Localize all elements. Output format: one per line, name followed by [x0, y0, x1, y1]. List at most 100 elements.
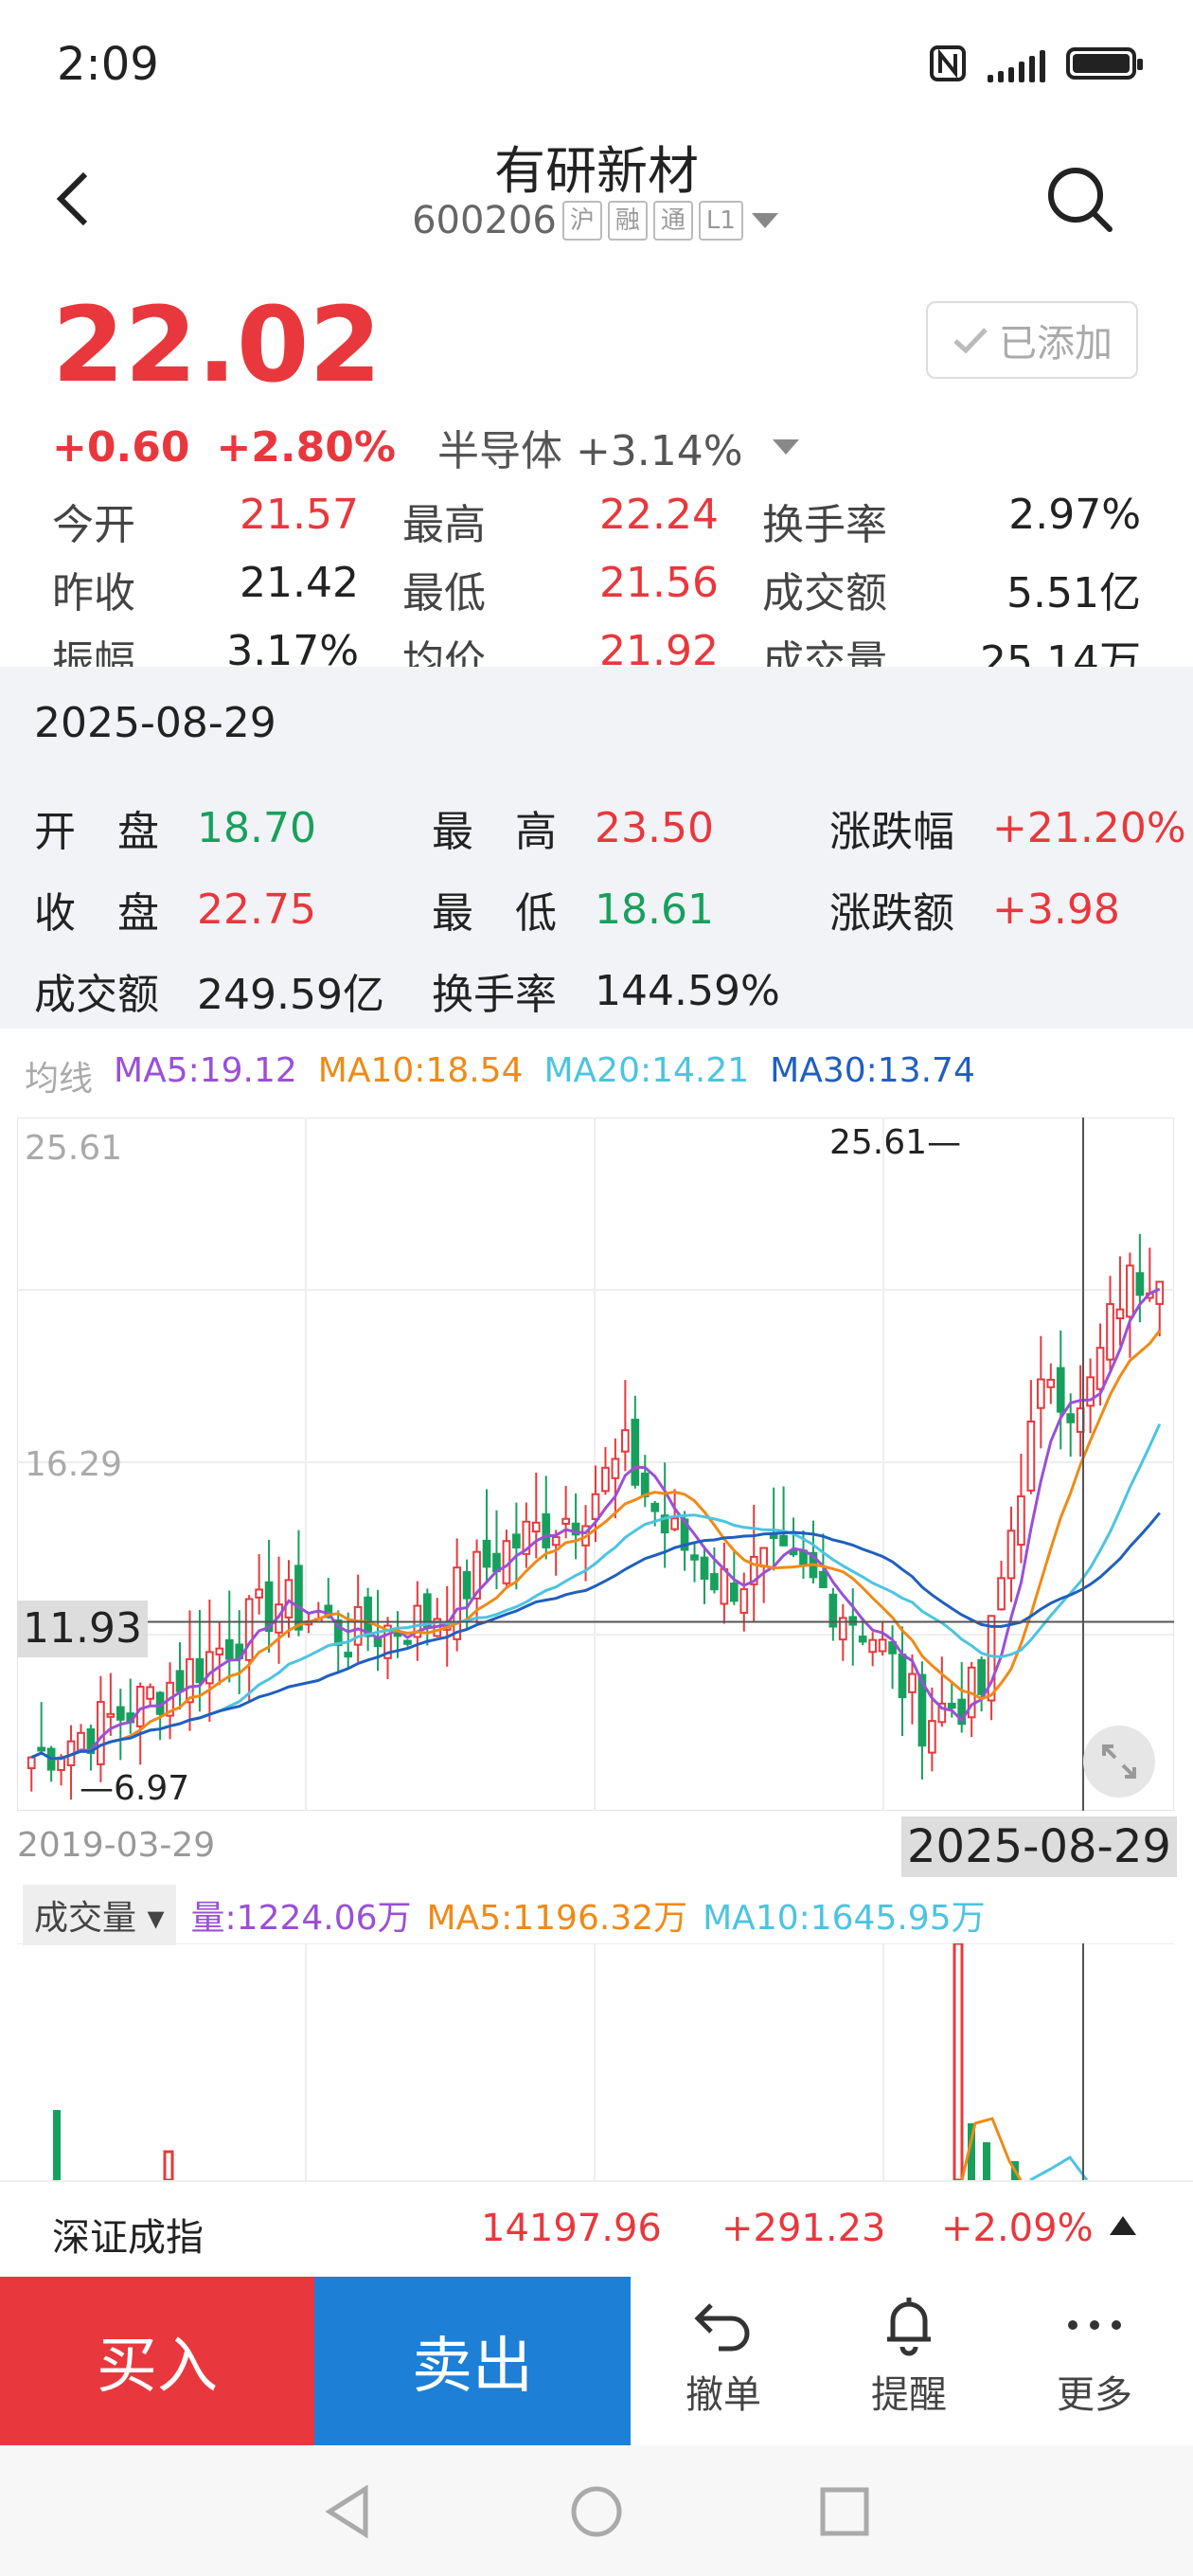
- index-ticker-bar[interactable]: [0, 2180, 1193, 2277]
- detail-turnover-value: 249.59亿: [197, 971, 384, 1019]
- cancel-order-button[interactable]: 撤单: [638, 2292, 809, 2434]
- dropdown-icon: [751, 213, 778, 228]
- stat-cell: 成交额 5.51亿: [762, 559, 1141, 619]
- battery-icon: [1066, 47, 1143, 80]
- candle-body: [255, 1588, 263, 1599]
- candle-body: [551, 1536, 561, 1547]
- nav-home-icon[interactable]: [568, 2483, 625, 2540]
- ma5-label: MA5:19.12: [114, 1051, 297, 1090]
- undo-icon: [694, 2303, 750, 2352]
- ma10-label: MA10:18.54: [317, 1051, 524, 1090]
- volume-value: 量:1224.06万: [190, 1899, 412, 1938]
- stat-row: 昨收 21.42 最低 21.56 成交额 5.51亿: [52, 555, 1141, 623]
- sector-change[interactable]: 半导体 +3.14%: [436, 427, 743, 475]
- index-price: 14197.96: [481, 2207, 662, 2250]
- volume-chart[interactable]: [17, 1943, 1174, 2180]
- high-marker-label: 25.61—: [829, 1123, 962, 1162]
- cancel-order-label: 撤单: [686, 2373, 761, 2417]
- candle-body: [1056, 1367, 1065, 1413]
- ma30-label: MA30:13.74: [770, 1051, 975, 1090]
- sector-dropdown-icon[interactable]: [770, 436, 802, 458]
- candle-body: [403, 1639, 412, 1645]
- expand-chart-button[interactable]: [1083, 1726, 1155, 1798]
- candle-body: [135, 1686, 145, 1727]
- stat-cell: 今开 21.57: [52, 491, 402, 551]
- alert-button[interactable]: 提醒: [824, 2292, 994, 2434]
- volume-bar: [983, 2142, 990, 2180]
- detail-rate-label: 换手率: [432, 971, 557, 1019]
- ma30-line: [30, 1512, 1161, 1761]
- price-change: +0.60: [52, 422, 190, 472]
- stat-value: 21.42: [240, 559, 359, 607]
- tag-sh: 沪: [561, 201, 602, 241]
- search-button[interactable]: [1042, 161, 1117, 237]
- detail-close-label: 收 盘: [34, 889, 159, 938]
- more-button[interactable]: 更多: [1009, 2292, 1180, 2434]
- stat-value: 21.56: [599, 559, 719, 607]
- candle-body: [690, 1554, 699, 1561]
- nav-recents-icon[interactable]: [818, 2485, 871, 2538]
- candle-body: [1095, 1347, 1105, 1390]
- sell-button[interactable]: 卖出: [314, 2277, 631, 2445]
- candle-body: [1026, 1420, 1036, 1492]
- back-button[interactable]: [47, 161, 104, 237]
- expand-up-icon[interactable]: [1110, 2216, 1136, 2235]
- volume-ma5: MA5:1196.32万: [426, 1899, 688, 1938]
- volume-bar: [968, 2123, 975, 2180]
- candle-body: [344, 1652, 353, 1658]
- alert-label: 提醒: [871, 2373, 947, 2417]
- candle-body: [37, 1746, 46, 1752]
- candle-body: [522, 1520, 531, 1555]
- candle-body: [531, 1521, 541, 1533]
- stock-name: 有研新材: [494, 141, 699, 201]
- detail-high-label: 最 高: [432, 808, 557, 856]
- status-icons: [929, 40, 1143, 87]
- stat-label: 昨收: [52, 569, 135, 617]
- candle-body: [146, 1686, 154, 1700]
- candle-body: [195, 1657, 205, 1684]
- stat-cell: 最高 22.24: [402, 491, 762, 551]
- candle-body: [878, 1638, 887, 1653]
- kline-chart[interactable]: [17, 1118, 1174, 1811]
- detail-close-value: 22.75: [197, 885, 316, 934]
- current-price: 22.02: [52, 284, 382, 405]
- candle-body: [710, 1573, 719, 1591]
- stat-value: 5.51亿: [1006, 569, 1141, 617]
- nav-back-icon[interactable]: [322, 2483, 375, 2540]
- volume-bar: [53, 2110, 61, 2180]
- detail-date: 2025-08-29: [34, 699, 276, 747]
- detail-low-label: 最 低: [432, 889, 557, 938]
- candle-body: [611, 1458, 620, 1479]
- candle-body: [244, 1598, 254, 1661]
- detail-rate-value: 144.59%: [595, 966, 780, 1015]
- buy-button[interactable]: 买入: [0, 2277, 314, 2445]
- stock-code: 600206: [412, 199, 557, 242]
- candle-body: [472, 1550, 481, 1600]
- quote-stats: 今开 21.57 最高 22.24 换手率 2.97% 昨收 21.42 最低 21.56 成交额 5…: [52, 487, 1141, 691]
- signal-icon: [988, 45, 1045, 82]
- candle-body: [1037, 1378, 1045, 1409]
- candle-body: [1086, 1376, 1095, 1407]
- stat-value: 21.57: [240, 491, 359, 539]
- candle-body: [977, 1658, 986, 1695]
- change-row: +0.60 +2.80% 半导体 +3.14%: [52, 417, 802, 477]
- candle-body: [264, 1581, 274, 1633]
- added-watchlist-button[interactable]: 已添加: [926, 301, 1138, 379]
- ma10-line: [30, 1329, 1161, 1761]
- stock-code-row[interactable]: 600206 沪 融 通 L1: [0, 199, 1193, 242]
- status-time: 2:09: [57, 38, 159, 91]
- ma20-label: MA20:14.21: [543, 1051, 750, 1090]
- ma5-line: [30, 1287, 1161, 1761]
- candle-body: [1135, 1272, 1145, 1297]
- volume-selector[interactable]: 成交量 ▾: [23, 1885, 176, 1945]
- stat-cell: 昨收 21.42: [52, 559, 402, 619]
- volume-ma10-line: [1029, 2156, 1089, 2180]
- candle-body: [828, 1593, 838, 1628]
- candle-body: [284, 1579, 294, 1619]
- candle-body: [987, 1615, 996, 1702]
- candle-body: [215, 1647, 224, 1655]
- candle-body: [631, 1419, 640, 1486]
- candle-body: [561, 1517, 570, 1525]
- expand-icon: [1102, 1744, 1136, 1779]
- ma-legend[interactable]: 均线 MA5:19.12 MA10:18.54 MA20:14.21 MA30:…: [25, 1051, 975, 1100]
